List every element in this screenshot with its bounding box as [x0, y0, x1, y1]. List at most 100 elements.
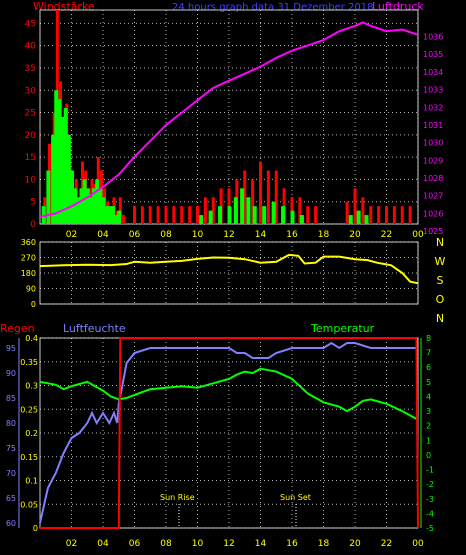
rain-humidity-temperature-chart: 0.40.350.30.250.20.150.10.050 9590858075…	[6, 334, 434, 549]
gust-bar	[282, 188, 286, 224]
pressure-tick-label: 1026	[423, 209, 443, 218]
average-bar	[51, 134, 56, 224]
humidity-tick-label: 75	[6, 444, 16, 453]
gust-bar	[219, 188, 223, 224]
x-tick-label: 20	[349, 539, 361, 549]
pressure-tick-label: 1029	[423, 156, 443, 165]
wind-tick-label: 20	[25, 131, 37, 141]
gust-bar	[314, 206, 318, 224]
x-tick-label: 20	[349, 230, 361, 240]
gust-bar	[392, 206, 396, 224]
gust-bar	[306, 206, 310, 224]
gust-bar	[385, 206, 388, 224]
average-bar	[92, 188, 97, 224]
average-bar	[46, 170, 51, 224]
x-tick-label: 14	[255, 230, 267, 240]
average-bar	[233, 197, 238, 224]
average-bar	[107, 206, 112, 224]
x-tick-label: 00	[412, 539, 424, 549]
x-tick-label: 02	[66, 539, 77, 549]
average-bar	[98, 188, 103, 224]
average-bar	[252, 206, 257, 224]
pressure-tick-label: 1036	[423, 33, 443, 42]
gust-bar	[259, 161, 262, 224]
average-bar	[227, 206, 232, 224]
gust-bar	[148, 206, 152, 224]
gust-bar	[353, 188, 357, 224]
sunrise-label: Sun Rise	[160, 493, 195, 502]
gust-bar	[164, 206, 168, 224]
rain-tick-label: 0.15	[20, 453, 38, 462]
pressure-tick-label: 1034	[423, 68, 443, 77]
pressure-tick-label: 1032	[423, 103, 443, 112]
pressure-tick-label: 1025	[423, 227, 443, 236]
x-tick-label: 12	[223, 539, 234, 549]
wind-tick-label: 0	[30, 220, 36, 230]
average-bar	[104, 206, 109, 224]
average-bar	[356, 210, 361, 224]
wind-tick-label: 35	[25, 64, 36, 74]
wind-axis-label: Windstärke	[33, 0, 95, 13]
rain-tick-label: 0.1	[25, 477, 38, 486]
x-tick-label: 00	[412, 230, 424, 240]
climate-x-ticks: 02 04 06 08 10 12 14 16 18 20 22 00	[66, 539, 424, 549]
humidity-tick-label: 85	[6, 394, 16, 403]
average-bar	[82, 179, 87, 224]
pressure-tick-label: 1027	[423, 192, 443, 201]
average-bar	[76, 197, 81, 224]
wind-tick-label: 25	[25, 109, 36, 119]
rain-line	[40, 337, 419, 529]
temperature-tick-label: -4	[426, 509, 434, 518]
average-bar	[218, 206, 223, 224]
temperature-tick-label: -5	[426, 524, 434, 533]
rain-tick-label: 0.3	[25, 382, 38, 391]
temperature-tick-label: 0	[426, 451, 431, 460]
x-tick-label: 14	[255, 539, 267, 549]
gust-bar	[274, 170, 278, 224]
gust-bar	[408, 206, 412, 224]
temperature-tick-label: 8	[426, 334, 431, 343]
x-tick-label: 22	[381, 230, 392, 240]
gust-bar	[180, 206, 184, 224]
average-bar	[57, 99, 62, 224]
x-tick-label: 10	[192, 539, 204, 549]
gust-bar	[377, 206, 381, 224]
wind-tick-label: 10	[25, 175, 37, 185]
average-bar	[101, 197, 106, 224]
direction-y-ticks: 360 270 180 90 0	[21, 238, 36, 309]
x-tick-label: 10	[192, 230, 204, 240]
wind-tick-label: 15	[25, 153, 36, 163]
x-tick-label: 04	[97, 230, 109, 240]
gust-bar	[345, 201, 349, 224]
temperature-line	[39, 367, 419, 421]
temperature-tick-label: 1	[426, 436, 431, 445]
rain-tick-label: 0.05	[20, 500, 38, 509]
average-bar	[240, 188, 245, 224]
direction-tick-label: 270	[21, 254, 36, 263]
x-tick-label: 04	[97, 539, 109, 549]
chart-title: 24 hours graph data 31 Dezember 2018	[172, 2, 374, 13]
pressure-tick-label: 1035	[423, 50, 443, 59]
x-tick-label: 06	[129, 539, 141, 549]
average-bar	[88, 197, 93, 224]
gust-bar	[400, 206, 404, 224]
average-bar	[66, 134, 71, 224]
compass-label: W	[435, 255, 446, 268]
temperature-axis-label: Temperatur	[310, 322, 375, 335]
wind-x-ticks: 02 04 06 08 10 12 14 16 18 20 22 00	[66, 230, 424, 240]
x-tick-label: 02	[66, 230, 77, 240]
temperature-tick-label: 3	[426, 407, 431, 416]
direction-line	[39, 253, 419, 285]
average-bar	[95, 179, 100, 224]
humidity-y-ticks: 95 90 85 80 75 70 65 60	[6, 338, 20, 528]
direction-tick-label: 360	[21, 238, 36, 247]
average-bar	[114, 215, 119, 224]
direction-tick-label: 0	[31, 300, 36, 309]
wind-tick-label: 40	[25, 42, 37, 52]
pressure-y-ticks: 1036 1035 1034 1033 1032 1031 1030 1029 1028 1027…	[423, 33, 443, 237]
wind-tick-label: 5	[30, 198, 36, 208]
rain-tick-label: 0	[33, 524, 38, 533]
humidity-tick-label: 60	[6, 519, 16, 528]
average-bar	[110, 206, 115, 224]
direction-tick-label: 180	[21, 269, 36, 278]
